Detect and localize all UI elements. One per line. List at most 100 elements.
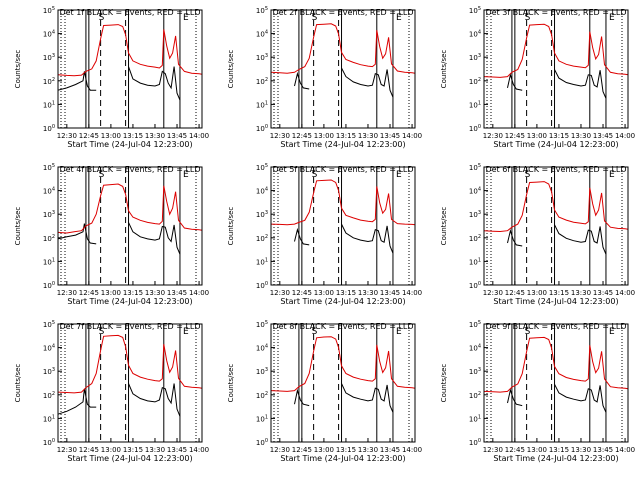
y-tick-label: 100 <box>43 124 55 133</box>
x-axis-label: Start Time (24-Jul-04 12:23:00) <box>67 454 192 463</box>
series-lld <box>270 336 416 392</box>
y-tick-exponent: 5 <box>265 163 268 169</box>
y-tick-exponent: 2 <box>52 234 55 240</box>
end-marker: E <box>183 170 189 180</box>
x-tick-label: 12:45 <box>79 446 99 454</box>
x-tick-label: 13:30 <box>145 132 165 140</box>
end-marker: E <box>183 13 189 23</box>
y-tick-exponent: 4 <box>52 344 55 350</box>
axes-frame <box>57 323 203 443</box>
y-tick-exponent: 1 <box>478 257 481 263</box>
x-tick-label: 12:30 <box>57 446 77 454</box>
y-tick-label: 100 <box>469 281 481 290</box>
y-tick-exponent: 4 <box>478 30 481 36</box>
panel-title: Det 6f BLACK = Events, RED = LLD <box>485 165 626 174</box>
x-tick-label: 13:30 <box>571 132 591 140</box>
y-axis-label: Counts/sec <box>440 207 448 246</box>
axes-frame <box>483 323 629 443</box>
panel-title: Det 4f BLACK = Events, RED = LLD <box>59 165 200 174</box>
y-tick-label: 105 <box>469 6 481 15</box>
x-tick-label: 12:45 <box>505 289 525 297</box>
end-marker: E <box>609 170 615 180</box>
x-tick-label: 14:00 <box>189 446 209 454</box>
y-tick-exponent: 2 <box>478 234 481 240</box>
y-tick-exponent: 3 <box>478 53 481 59</box>
y-tick-label: 101 <box>469 100 481 109</box>
x-axis-label: Start Time (24-Jul-04 12:23:00) <box>280 140 405 149</box>
y-tick-label: 105 <box>43 163 55 172</box>
y-tick-label: 104 <box>256 344 268 353</box>
y-tick-exponent: 5 <box>52 320 55 326</box>
axes-frame <box>270 166 416 286</box>
y-tick-exponent: 4 <box>265 187 268 193</box>
x-tick-label: 13:45 <box>380 132 400 140</box>
series-lld <box>483 181 629 233</box>
x-tick-label: 14:00 <box>402 289 422 297</box>
y-tick-label: 102 <box>256 234 268 243</box>
x-axis-label: Start Time (24-Jul-04 12:23:00) <box>67 297 192 306</box>
y-tick-label: 105 <box>256 320 268 329</box>
y-tick-exponent: 1 <box>265 100 268 106</box>
start-marker: S <box>312 13 318 23</box>
y-tick-exponent: 0 <box>478 124 481 130</box>
y-tick-exponent: 2 <box>265 234 268 240</box>
y-tick-label: 102 <box>469 234 481 243</box>
x-tick-label: 13:00 <box>527 446 547 454</box>
y-tick-label: 100 <box>43 281 55 290</box>
y-tick-label: 105 <box>256 163 268 172</box>
x-axis-label: Start Time (24-Jul-04 12:23:00) <box>493 454 618 463</box>
end-marker: E <box>609 13 615 23</box>
x-tick-label: 13:45 <box>593 132 613 140</box>
axes-frame <box>483 166 629 286</box>
x-tick-label: 14:00 <box>615 446 635 454</box>
y-tick-exponent: 4 <box>265 30 268 36</box>
series-lld <box>57 334 203 394</box>
y-tick-label: 101 <box>469 257 481 266</box>
x-tick-label: 12:30 <box>57 289 77 297</box>
axes-frame <box>483 9 629 129</box>
y-tick-exponent: 0 <box>265 281 268 287</box>
x-tick-label: 12:45 <box>292 132 312 140</box>
y-tick-exponent: 2 <box>52 391 55 397</box>
x-tick-label: 13:15 <box>123 132 143 140</box>
y-tick-label: 102 <box>469 77 481 86</box>
x-tick-label: 13:00 <box>527 289 547 297</box>
series-events <box>57 66 181 101</box>
x-tick-label: 13:15 <box>123 446 143 454</box>
x-tick-label: 13:00 <box>314 446 334 454</box>
panel-title: Det 2f BLACK = Events, RED = LLD <box>272 8 413 17</box>
x-axis-label: Start Time (24-Jul-04 12:23:00) <box>67 140 192 149</box>
x-tick-label: 12:30 <box>483 446 503 454</box>
y-tick-label: 102 <box>256 391 268 400</box>
y-tick-label: 100 <box>469 438 481 447</box>
panel-title: Det 5f BLACK = Events, RED = LLD <box>272 165 413 174</box>
x-axis-label: Start Time (24-Jul-04 12:23:00) <box>493 140 618 149</box>
x-tick-label: 13:00 <box>314 289 334 297</box>
y-tick-exponent: 1 <box>265 257 268 263</box>
x-tick-label: 13:45 <box>167 446 187 454</box>
y-axis-label: Counts/sec <box>14 364 22 403</box>
axes-frame <box>57 166 203 286</box>
x-tick-label: 13:45 <box>167 289 187 297</box>
y-tick-label: 100 <box>469 124 481 133</box>
x-tick-label: 13:30 <box>145 289 165 297</box>
y-tick-exponent: 3 <box>478 210 481 216</box>
y-tick-exponent: 3 <box>265 367 268 373</box>
x-tick-label: 13:15 <box>336 289 356 297</box>
y-tick-exponent: 3 <box>478 367 481 373</box>
x-tick-label: 14:00 <box>402 132 422 140</box>
y-tick-exponent: 2 <box>265 391 268 397</box>
y-tick-label: 104 <box>469 30 481 39</box>
series-events <box>294 67 394 98</box>
y-tick-label: 104 <box>256 30 268 39</box>
y-tick-exponent: 0 <box>52 281 55 287</box>
y-tick-label: 103 <box>256 210 268 219</box>
x-tick-label: 12:30 <box>57 132 77 140</box>
y-tick-label: 104 <box>469 187 481 196</box>
y-tick-exponent: 2 <box>478 77 481 83</box>
x-tick-label: 13:30 <box>358 289 378 297</box>
